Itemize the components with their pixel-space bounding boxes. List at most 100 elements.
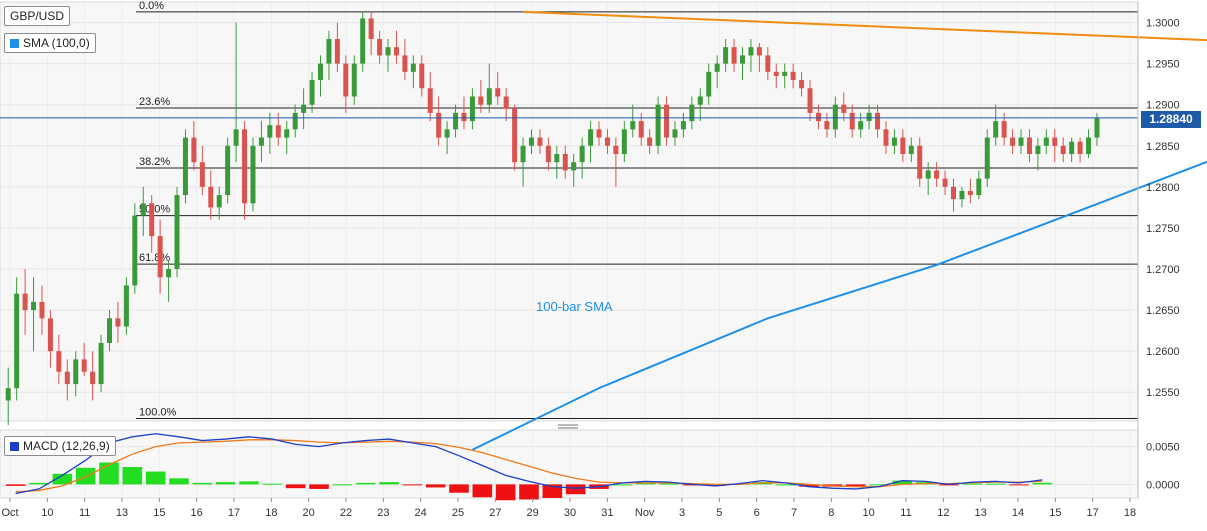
candle-body: [773, 71, 779, 76]
candle-body: [258, 137, 264, 146]
candle-body: [115, 318, 121, 327]
price-tick-label: 1.2600: [1146, 346, 1180, 358]
candle-body: [756, 47, 762, 56]
candle-body: [360, 18, 366, 64]
candle-body: [630, 121, 636, 130]
candle-body: [318, 63, 323, 81]
macd-histogram-bar: [379, 482, 399, 485]
candle-body: [621, 129, 627, 154]
candle-body: [917, 145, 923, 179]
candle-body: [199, 162, 205, 187]
time-tick-label: Nov: [635, 507, 655, 519]
candle-body: [883, 129, 889, 146]
candle-body: [140, 203, 146, 216]
candle-body: [554, 153, 560, 163]
candle-body: [579, 145, 585, 163]
macd-histogram-bar: [425, 484, 446, 488]
time-tick-label: 18: [265, 507, 277, 519]
candle-body: [182, 137, 188, 196]
time-tick-label: 27: [489, 507, 501, 519]
time-tick-label: 6: [754, 507, 760, 519]
candle-body: [123, 285, 129, 327]
candle-body: [1069, 141, 1075, 154]
time-tick-label: 8: [828, 507, 834, 519]
macd-histogram-bar: [495, 484, 516, 501]
candle-body: [427, 88, 433, 113]
macd-histogram-bar: [799, 484, 819, 487]
macd-histogram-bar: [215, 482, 236, 485]
candle-body: [723, 47, 729, 64]
time-tick-label: 7: [791, 507, 797, 519]
fib-level-label: 100.0%: [139, 407, 177, 419]
sma-line: [471, 160, 1207, 451]
candle-body: [908, 145, 914, 154]
candle-body: [326, 38, 332, 64]
indicator-label: SMA (100,0): [23, 36, 90, 50]
price-tick-label: 1.2700: [1146, 264, 1180, 276]
time-tick-label: 10: [41, 507, 53, 519]
fibonacci-levels: 0.0% 23.6% 38.2% 50.0% 61.8% 100.0%: [136, 0, 1138, 420]
candle-body: [107, 318, 112, 343]
candle-body: [368, 18, 374, 39]
candle-body: [571, 162, 577, 171]
candle-body: [799, 80, 805, 89]
fib-level-label: 61.8%: [139, 252, 170, 264]
macd-layer: [5, 433, 1053, 501]
time-tick-label: 17: [228, 507, 240, 519]
macd-histogram-bar: [542, 484, 563, 498]
symbol-badge: GBP/USD: [4, 6, 71, 26]
time-tick-label: 24: [415, 507, 427, 519]
candle-body: [1060, 145, 1066, 154]
time-tick-label: 18: [1124, 507, 1136, 519]
candle-body: [925, 170, 931, 179]
pane-splitter[interactable]: [558, 424, 578, 429]
candle-body: [959, 190, 965, 200]
candle-body: [486, 88, 492, 105]
sma-annotation: 100-bar SMA: [536, 299, 613, 314]
candle-body: [790, 71, 796, 81]
time-tick-label: 15: [153, 507, 165, 519]
candle-body: [765, 55, 771, 72]
candle-body: [393, 47, 399, 56]
candle-body: [866, 112, 872, 122]
candle-body: [545, 145, 551, 163]
time-tick-label: Oct: [1, 507, 18, 519]
axes: 1.3000 1.2950 1.2900 1.2850 1.2800 1.2750 1.27…: [1, 2, 1180, 519]
candle-body: [132, 215, 138, 286]
time-tick-label: 5: [716, 507, 722, 519]
candle-body: [604, 137, 610, 146]
macd-histogram-bar: [962, 483, 983, 485]
candle-body: [90, 371, 96, 385]
macd-histogram-bar: [239, 481, 259, 485]
candle-body: [1035, 145, 1041, 154]
fib-level-label: 38.2%: [139, 156, 170, 168]
candle-body: [343, 63, 349, 97]
candle-body: [495, 88, 501, 97]
candle-body: [22, 293, 28, 311]
price-tick-label: 1.2800: [1146, 182, 1180, 194]
grid: [0, 2, 1138, 498]
macd-histogram-bar: [565, 484, 586, 495]
macd-histogram-bar: [355, 482, 376, 485]
symbol-label: GBP/USD: [10, 9, 65, 23]
time-tick-label: 14: [1012, 507, 1024, 519]
macd-histogram-bar: [775, 484, 796, 486]
overlays: 100-bar SMA: [0, 10, 1207, 451]
macd-histogram-bar: [5, 484, 26, 486]
candle-body: [444, 129, 450, 138]
macd-tick-label: 0.0050: [1146, 442, 1180, 454]
candle-body: [807, 88, 813, 113]
candle-body: [402, 55, 408, 72]
candle-body: [942, 178, 948, 187]
time-tick-label: 29: [527, 507, 539, 519]
macd-histogram-bar: [75, 467, 96, 485]
candle-body: [1086, 137, 1092, 154]
candle-body: [81, 359, 87, 372]
time-tick-label: 17: [1087, 507, 1099, 519]
candle-body: [841, 104, 847, 113]
macd-tick-label: 0.0000: [1146, 479, 1180, 491]
macd-histogram-bar: [519, 484, 539, 500]
candle-body: [503, 96, 509, 109]
candle-body: [706, 71, 712, 97]
